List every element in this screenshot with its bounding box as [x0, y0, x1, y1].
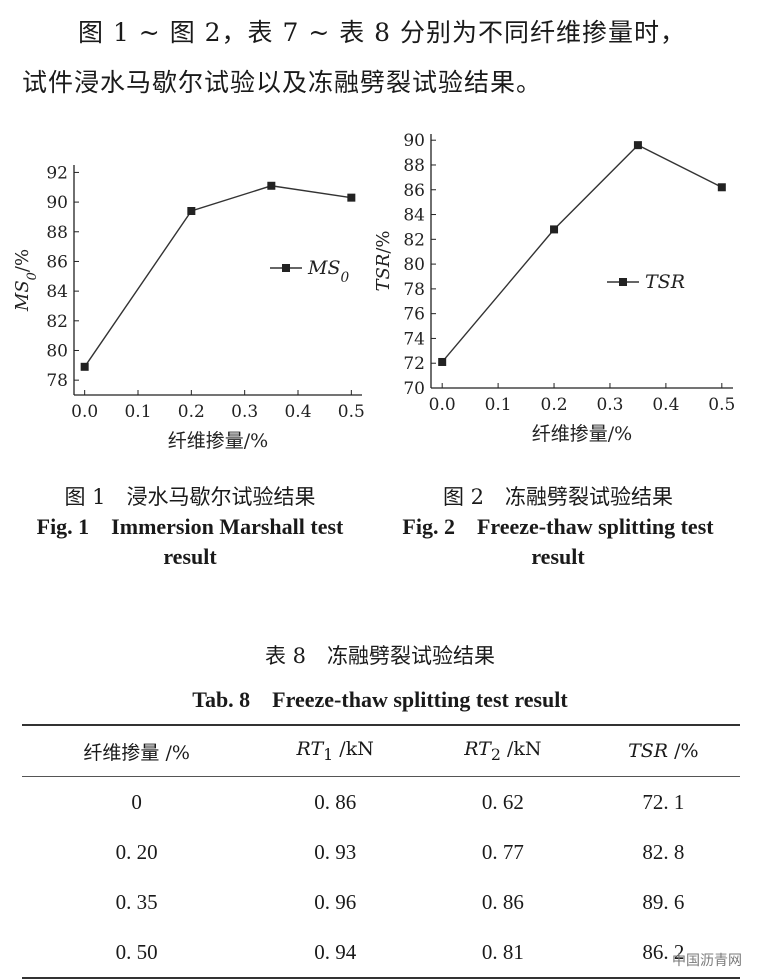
legend-marker	[619, 278, 627, 286]
freeze-thaw-table: 纤维掺量 /% RT1 /kN RT2 /kN TSR /% 0 0. 86 0…	[22, 724, 740, 979]
table-cell: 0	[131, 789, 142, 814]
figure-2-caption-cn: 图 2 冻融劈裂试验结果	[442, 485, 674, 509]
table-cell: 82. 8	[642, 839, 685, 864]
x-tick-label: 0.4	[284, 402, 311, 422]
x-axis-title: 纤维掺量/%	[168, 430, 268, 452]
x-tick-label: 0.5	[338, 402, 365, 422]
figure-1-caption: 图 1 浸水马歇尔试验结果 Fig. 1 Immersion Marshall …	[20, 482, 360, 572]
legend-marker	[282, 264, 290, 272]
data-point	[80, 362, 89, 371]
table-cell: 0. 96	[314, 889, 357, 914]
table-cell: 0. 50	[115, 939, 158, 964]
y-tick-label: 76	[403, 305, 425, 325]
intro-line-2: 试件浸水马歇尔试验以及冻融劈裂试验结果。	[22, 68, 543, 97]
figure-2-caption-en: Fig. 2 Freeze-thaw splitting test result	[402, 514, 714, 569]
watermark-logo: 中国沥青网	[672, 953, 742, 969]
figure-1-caption-cn: 图 1 浸水马歇尔试验结果	[64, 485, 316, 509]
x-tick-label: 0.1	[124, 402, 151, 422]
data-point	[633, 141, 642, 150]
y-tick-label: 82	[46, 312, 68, 332]
x-tick-label: 0.1	[485, 395, 512, 415]
y-tick-label: 78	[46, 371, 68, 391]
x-tick-label: 0.0	[71, 402, 98, 422]
table-header-rt1: RT1 /kN	[251, 725, 420, 777]
y-tick-label: 78	[403, 280, 425, 300]
y-tick-label: 80	[46, 341, 68, 361]
y-tick-label: 84	[403, 206, 425, 226]
table-cell: 0. 77	[481, 839, 524, 864]
x-tick-label: 0.3	[231, 402, 258, 422]
table-header-rt2: RT2 /kN	[419, 725, 587, 777]
chart-freeze-thaw-splitting: 0.0 0.1 0.2 0.3 0.4 0.5 70 72 74 76 78 80 82 84 86 88 90…	[373, 131, 735, 445]
y-tick-label: 88	[403, 156, 425, 176]
y-tick-label: 86	[46, 252, 68, 272]
y-tick-label: 70	[403, 379, 425, 399]
y-tick-label: 74	[403, 329, 425, 349]
intro-paragraph: 图 1 ~ 图 2，表 7 ~ 表 8 分别为不同纤维掺量时， 试件浸水马歇尔试…	[22, 8, 742, 108]
table-cell: 0. 20	[115, 839, 158, 864]
y-tick-label: 88	[46, 223, 68, 243]
y-tick-label: 92	[46, 163, 68, 183]
table-row: 0. 20 0. 93 0. 77 82. 8	[22, 827, 740, 877]
table-title-cn: 表 8 冻融劈裂试验结果	[264, 644, 496, 668]
x-tick-label: 0.5	[708, 395, 735, 415]
table-cell: 0. 35	[115, 889, 158, 914]
table-row: 0. 35 0. 96 0. 86 89. 6	[22, 877, 740, 927]
legend-label: MS0	[307, 257, 349, 286]
table-cell: 0. 93	[314, 839, 357, 864]
x-tick-label: 0.2	[541, 395, 568, 415]
table-cell: 89. 6	[642, 889, 685, 914]
x-axis-title: 纤维掺量/%	[532, 423, 632, 445]
table-header-fiber: 纤维掺量 /%	[22, 725, 252, 777]
table-cell: 86. 2	[642, 939, 685, 964]
table-cell: 72. 1	[642, 789, 685, 814]
intro-line-1: 图 1 ~ 图 2，表 7 ~ 表 8 分别为不同纤维掺量时，	[78, 18, 687, 47]
x-tick-label: 0.0	[429, 395, 456, 415]
table-header-tsr: TSR /%	[586, 725, 740, 777]
y-tick-label: 90	[46, 193, 68, 213]
legend-label: TSR	[645, 271, 685, 293]
table-row: 0. 50 0. 94 0. 81 86. 2	[22, 927, 740, 978]
data-point	[267, 181, 276, 190]
data-point	[347, 193, 356, 202]
table-header-row: 纤维掺量 /% RT1 /kN RT2 /kN TSR /%	[22, 725, 740, 777]
table-cell: 0. 62	[481, 789, 524, 814]
table-cell: 0. 86	[314, 789, 357, 814]
series-line	[441, 144, 723, 363]
x-tick-label: 0.4	[652, 395, 679, 415]
data-point	[187, 207, 196, 215]
data-point	[438, 357, 447, 366]
y-tick-label: 72	[403, 354, 425, 374]
x-tick-label: 0.2	[178, 402, 205, 422]
figure-1-caption-en: Fig. 1 Immersion Marshall test result	[36, 514, 344, 569]
chart-immersion-marshall: 0.0 0.1 0.2 0.3 0.4 0.5 78 80 82 84 86 88 90 92 纤维掺量/%…	[12, 163, 365, 452]
y-tick-label: 80	[403, 255, 425, 275]
data-point	[550, 225, 559, 234]
table-row: 0 0. 86 0. 62 72. 1	[22, 777, 740, 828]
y-tick-label: 82	[403, 230, 425, 250]
table-cell: 0. 94	[314, 939, 357, 964]
table-title-en: Tab. 8 Freeze-thaw splitting test result	[192, 687, 568, 712]
table-cell: 0. 86	[481, 889, 524, 914]
y-tick-label: 84	[46, 282, 68, 302]
y-axis-title: TSR/%	[373, 230, 394, 291]
figure-2-caption: 图 2 冻融劈裂试验结果 Fig. 2 Freeze-thaw splittin…	[388, 482, 728, 572]
x-tick-label: 0.3	[596, 395, 623, 415]
data-point	[717, 183, 726, 192]
table-cell: 0. 81	[481, 939, 524, 964]
y-axis-title: MS0/%	[12, 249, 40, 312]
y-tick-label: 86	[403, 181, 425, 201]
y-tick-label: 90	[403, 131, 425, 151]
series-line	[84, 185, 352, 368]
